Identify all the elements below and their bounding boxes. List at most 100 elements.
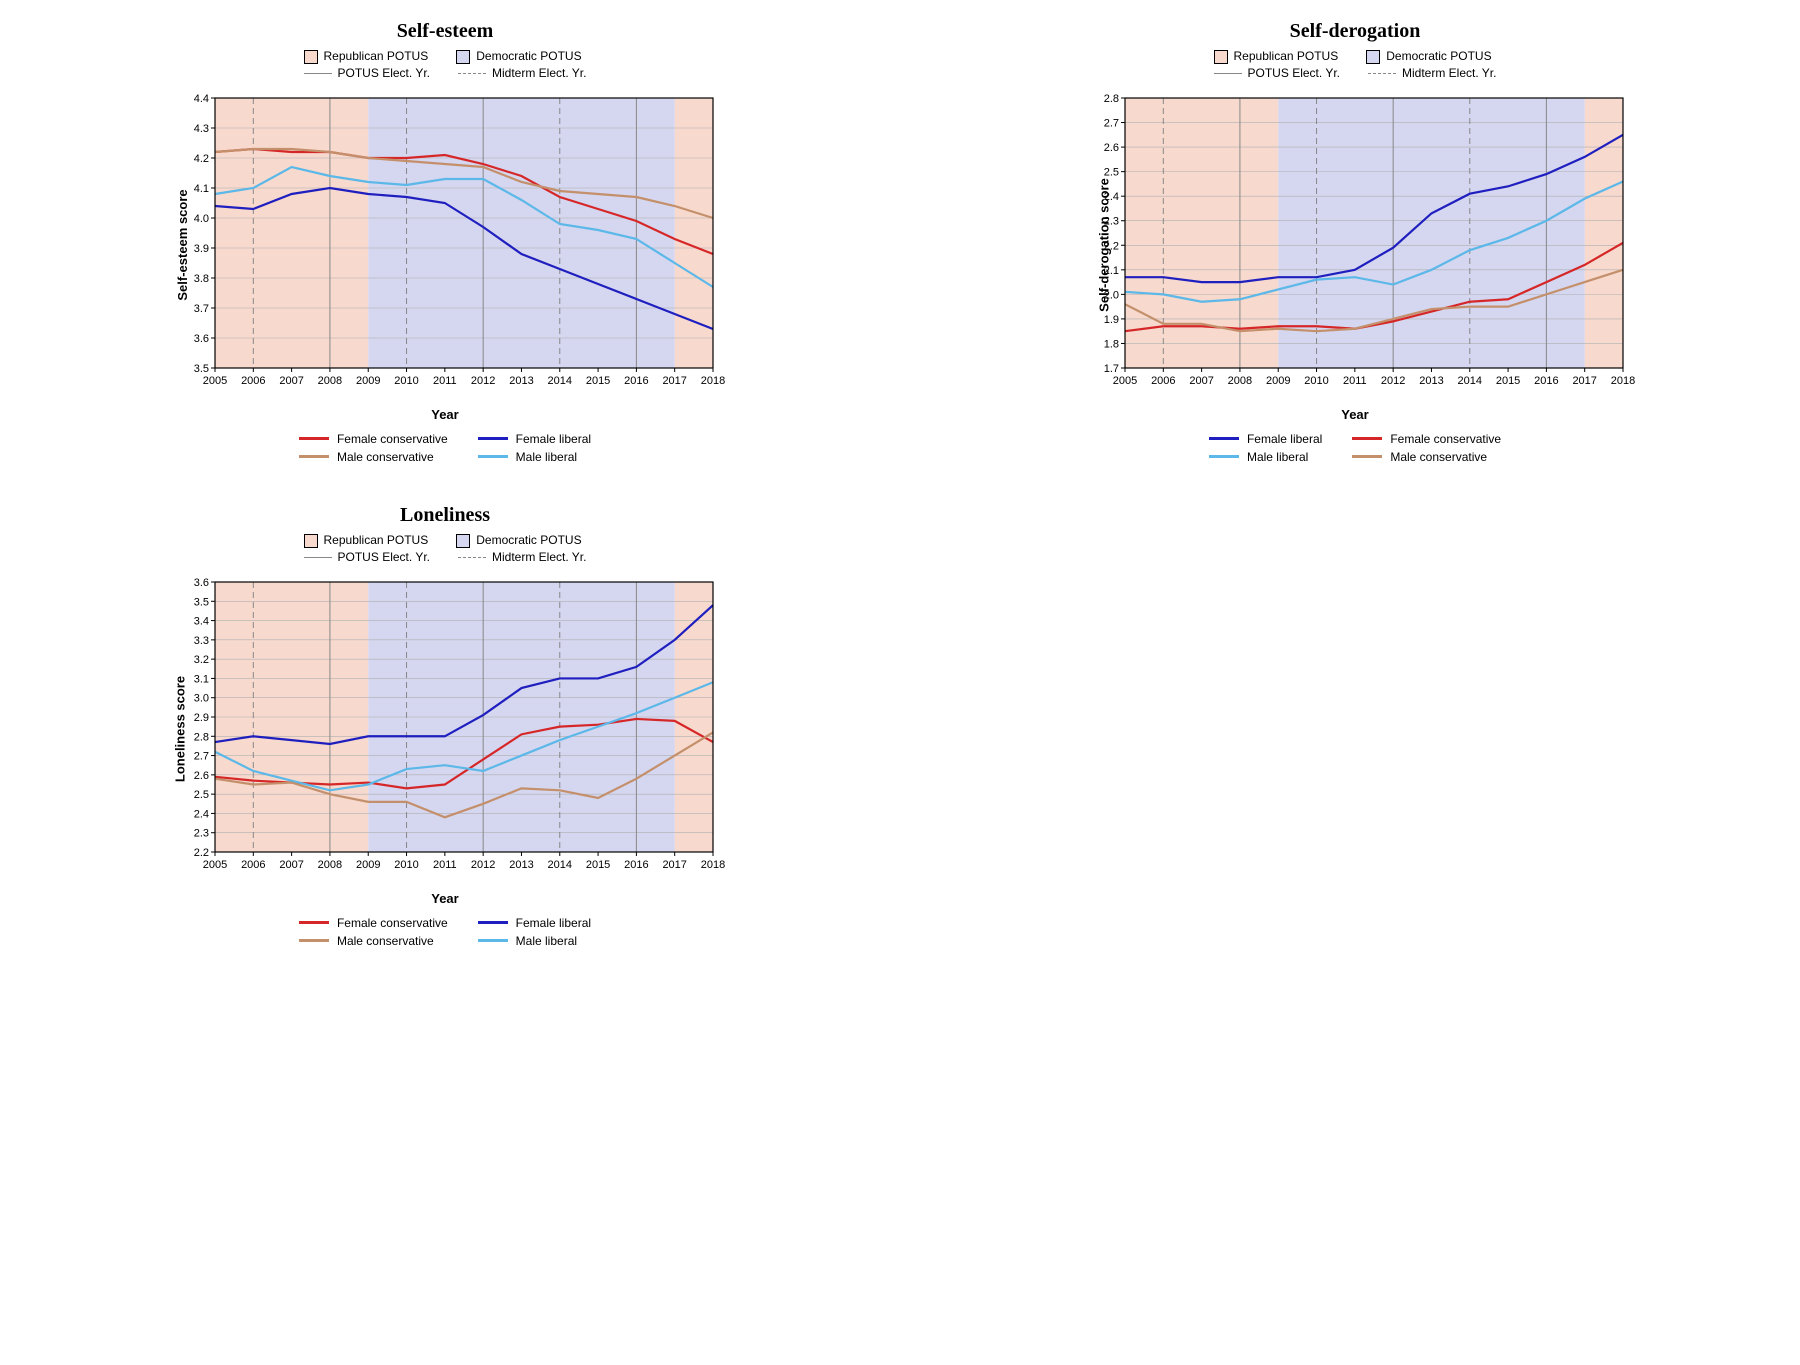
x-tick-label: 2009: [356, 859, 380, 871]
legend-republican-label: Republican POTUS: [1234, 49, 1339, 63]
y-tick-label: 3.4: [194, 615, 209, 627]
legend-democratic-label: Democratic POTUS: [1386, 49, 1491, 63]
legend-potus-year: POTUS Elect. Yr.: [1214, 66, 1340, 80]
legend-item-male-liberal: Male liberal: [478, 450, 591, 464]
y-tick-label: 3.9: [194, 243, 209, 255]
x-axis-label: Year: [431, 891, 458, 906]
chart-svg: 1.71.81.92.02.12.22.32.42.52.62.72.82005…: [1075, 88, 1635, 398]
legend-item-label: Male liberal: [1247, 450, 1308, 464]
x-tick-label: 2015: [586, 859, 610, 871]
chart-title: Loneliness: [400, 504, 490, 527]
y-tick-label: 2.8: [194, 731, 209, 743]
x-tick-label: 2016: [624, 375, 648, 387]
x-tick-label: 2016: [1534, 375, 1558, 387]
legend-item-male-liberal: Male liberal: [1209, 450, 1322, 464]
legend-item-female-conservative: Female conservative: [299, 916, 448, 930]
y-tick-label: 3.5: [194, 596, 209, 608]
charts-grid: Self-esteemRepublican POTUSDemocratic PO…: [20, 20, 1780, 948]
x-tick-label: 2015: [1496, 375, 1520, 387]
chart-cell-self-esteem: Self-esteem Republican POTUS Democratic PO…: [20, 20, 870, 464]
x-tick-label: 2014: [548, 375, 572, 387]
x-tick-label: 2017: [662, 375, 686, 387]
legend-democratic: Democratic POTUS: [1366, 49, 1491, 64]
legend-midterm-label: Midterm Elect. Yr.: [492, 66, 586, 80]
x-tick-label: 2018: [1611, 375, 1635, 387]
legend-item-female-conservative: Female conservative: [1352, 432, 1501, 446]
chart-plot-area: Loneliness score2.22.32.42.52.62.72.82.9…: [165, 572, 725, 887]
top-legend: Republican POTUSDemocratic POTUSPOTUS El…: [304, 533, 587, 564]
y-tick-label: 4.3: [194, 123, 209, 135]
legend-midterm-year: Midterm Elect. Yr.: [458, 66, 586, 80]
chart-svg: 3.53.63.73.83.94.04.14.24.34.42005200620…: [165, 88, 725, 398]
bg-republican: [215, 98, 368, 368]
y-tick-label: 3.6: [194, 577, 209, 589]
x-axis-label: Year: [1341, 407, 1368, 422]
x-tick-label: 2014: [548, 859, 572, 871]
legend-item-female-conservative: Female conservative: [299, 432, 448, 446]
x-tick-label: 2007: [279, 375, 303, 387]
legend-democratic: Democratic POTUS: [456, 49, 581, 64]
chart-svg: 2.22.32.42.52.62.72.82.93.03.13.23.33.43…: [165, 572, 725, 882]
y-tick-label: 4.1: [194, 183, 209, 195]
x-tick-label: 2008: [318, 859, 342, 871]
y-tick-label: 3.8: [194, 273, 209, 285]
legend-item-label: Male liberal: [516, 934, 577, 948]
x-tick-label: 2012: [471, 859, 495, 871]
legend-midterm-year: Midterm Elect. Yr.: [1368, 66, 1496, 80]
x-tick-label: 2006: [1151, 375, 1175, 387]
x-tick-label: 2007: [279, 859, 303, 871]
legend-item-label: Male conservative: [337, 450, 434, 464]
legend-republican: Republican POTUS: [304, 49, 429, 64]
x-tick-label: 2016: [624, 859, 648, 871]
x-tick-label: 2008: [1228, 375, 1252, 387]
y-axis-label: Self-esteem score: [175, 190, 190, 301]
legend-potus-year: POTUS Elect. Yr.: [304, 550, 430, 564]
x-tick-label: 2011: [1343, 375, 1367, 387]
legend-item-female-liberal: Female liberal: [478, 916, 591, 930]
x-tick-label: 2006: [241, 375, 265, 387]
y-tick-label: 3.6: [194, 333, 209, 345]
y-tick-label: 4.0: [194, 213, 209, 225]
x-tick-label: 2010: [1304, 375, 1328, 387]
legend-item-label: Female liberal: [516, 916, 591, 930]
y-tick-label: 2.3: [194, 827, 209, 839]
y-tick-label: 1.8: [1104, 338, 1119, 350]
x-tick-label: 2014: [1458, 375, 1482, 387]
y-tick-label: 3.1: [194, 673, 209, 685]
y-tick-label: 3.5: [194, 363, 209, 375]
y-tick-label: 4.2: [194, 153, 209, 165]
y-tick-label: 2.5: [1104, 166, 1119, 178]
legend-democratic: Democratic POTUS: [456, 533, 581, 548]
y-tick-label: 2.6: [1104, 142, 1119, 154]
legend-republican-label: Republican POTUS: [324, 49, 429, 63]
x-tick-label: 2011: [433, 375, 457, 387]
x-tick-label: 2013: [509, 859, 533, 871]
legend-item-label: Female conservative: [1390, 432, 1501, 446]
chart-title: Self-esteem: [397, 20, 494, 43]
legend-item-male-conservative: Male conservative: [1352, 450, 1501, 464]
legend-item-label: Female liberal: [516, 432, 591, 446]
x-tick-label: 2005: [203, 859, 227, 871]
legend-item-label: Male conservative: [1390, 450, 1487, 464]
x-tick-label: 2010: [394, 375, 418, 387]
x-tick-label: 2013: [509, 375, 533, 387]
x-tick-label: 2011: [433, 859, 457, 871]
legend-item-label: Female liberal: [1247, 432, 1322, 446]
legend-item-male-conservative: Male conservative: [299, 934, 448, 948]
x-tick-label: 2015: [586, 375, 610, 387]
bg-democratic: [368, 98, 674, 368]
x-tick-label: 2012: [471, 375, 495, 387]
chart-plot-area: Self-esteem score3.53.63.73.83.94.04.14.…: [165, 88, 725, 403]
x-tick-label: 2018: [701, 375, 725, 387]
legend-midterm-label: Midterm Elect. Yr.: [492, 550, 586, 564]
y-axis-label: Loneliness score: [173, 676, 188, 782]
x-tick-label: 2010: [394, 859, 418, 871]
x-tick-label: 2008: [318, 375, 342, 387]
legend-democratic-label: Democratic POTUS: [476, 533, 581, 547]
legend-potus-label: POTUS Elect. Yr.: [338, 66, 430, 80]
y-tick-label: 2.7: [194, 750, 209, 762]
y-tick-label: 2.8: [1104, 93, 1119, 105]
chart-plot-area: Self-derogation score1.71.81.92.02.12.22…: [1075, 88, 1635, 403]
y-tick-label: 2.6: [194, 770, 209, 782]
legend-item-male-conservative: Male conservative: [299, 450, 448, 464]
